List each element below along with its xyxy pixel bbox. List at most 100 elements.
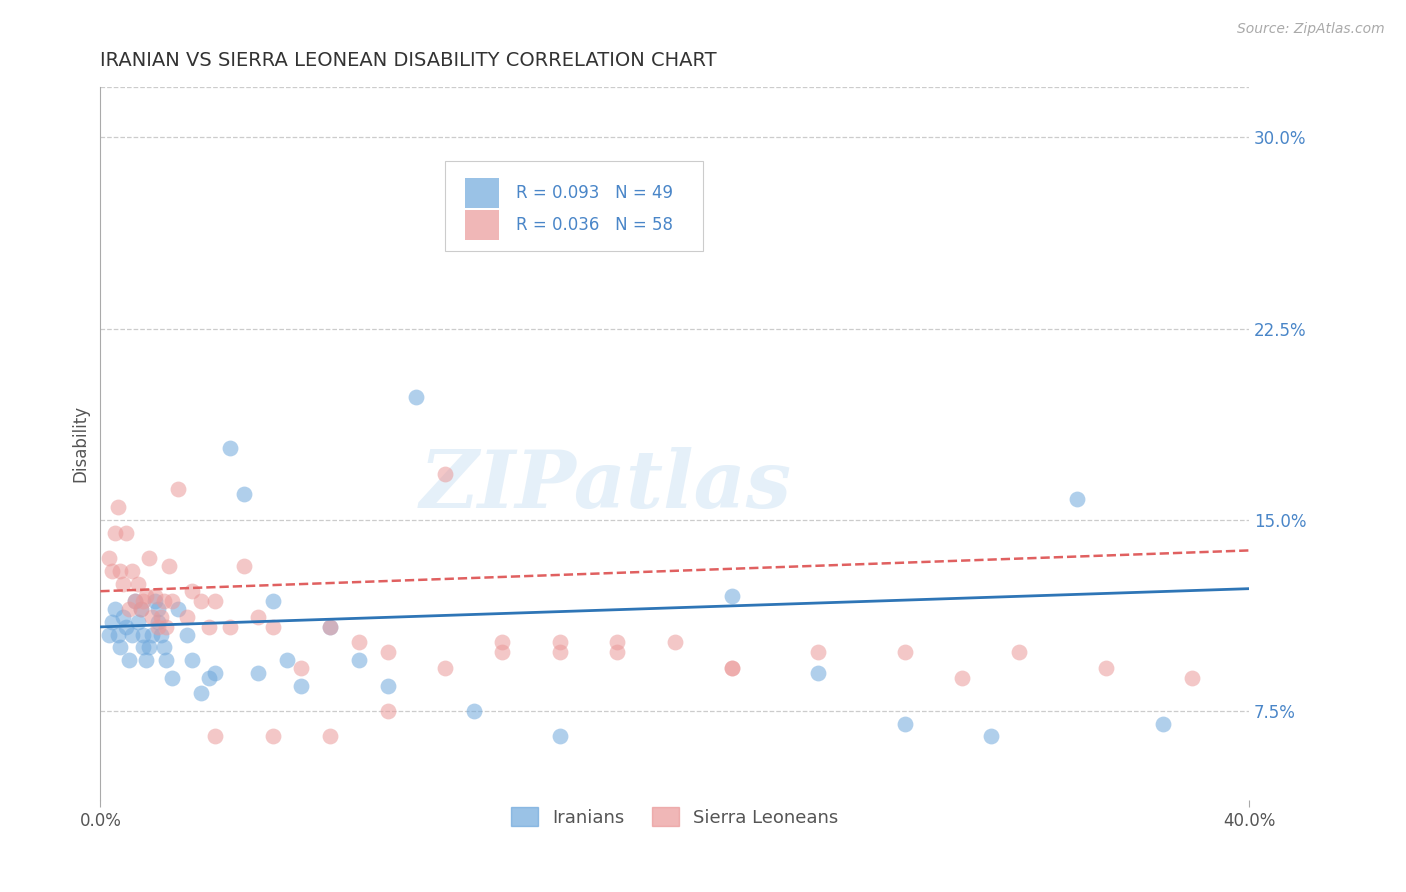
Point <box>491 645 513 659</box>
Y-axis label: Disability: Disability <box>72 405 89 482</box>
Point <box>112 609 135 624</box>
Point <box>135 653 157 667</box>
Point <box>1008 645 1031 659</box>
Point <box>218 442 240 456</box>
Point <box>181 584 204 599</box>
Point <box>107 627 129 641</box>
Point <box>110 564 132 578</box>
Point <box>160 594 183 608</box>
Point <box>118 653 141 667</box>
Point <box>149 627 172 641</box>
Point <box>167 602 190 616</box>
Point <box>664 635 686 649</box>
Point <box>141 609 163 624</box>
Point <box>347 653 370 667</box>
Point <box>433 467 456 481</box>
Point <box>721 589 744 603</box>
Point <box>107 500 129 514</box>
Point <box>262 620 284 634</box>
Point <box>893 716 915 731</box>
Point <box>146 615 169 629</box>
Point <box>127 576 149 591</box>
Point <box>98 551 121 566</box>
Point <box>218 620 240 634</box>
Point <box>980 730 1002 744</box>
Point <box>115 525 138 540</box>
Point <box>132 627 155 641</box>
Point <box>101 615 124 629</box>
Point <box>121 627 143 641</box>
Point <box>129 602 152 616</box>
Point <box>319 620 342 634</box>
Point <box>176 627 198 641</box>
Point <box>146 602 169 616</box>
Point <box>110 640 132 655</box>
Point <box>135 589 157 603</box>
Point <box>262 730 284 744</box>
Point <box>247 665 270 680</box>
Point <box>129 602 152 616</box>
Point <box>149 609 172 624</box>
Text: R = 0.036   N = 58: R = 0.036 N = 58 <box>516 216 673 234</box>
Point <box>198 620 221 634</box>
Legend: Iranians, Sierra Leoneans: Iranians, Sierra Leoneans <box>503 800 846 834</box>
Point <box>157 558 180 573</box>
Point <box>233 487 256 501</box>
Point <box>319 730 342 744</box>
Point <box>155 653 177 667</box>
Text: Source: ZipAtlas.com: Source: ZipAtlas.com <box>1237 22 1385 37</box>
Point <box>721 661 744 675</box>
Point <box>160 671 183 685</box>
Point <box>104 525 127 540</box>
Point <box>124 594 146 608</box>
Point <box>121 564 143 578</box>
Point <box>721 661 744 675</box>
Point <box>146 620 169 634</box>
Point <box>290 679 312 693</box>
Point <box>181 653 204 667</box>
Point <box>548 645 571 659</box>
Bar <box>464 210 499 240</box>
Point <box>347 635 370 649</box>
Point <box>893 645 915 659</box>
Point <box>138 551 160 566</box>
Point <box>143 589 166 603</box>
Point <box>262 594 284 608</box>
Point <box>319 620 342 634</box>
Point <box>115 620 138 634</box>
Point <box>377 645 399 659</box>
Point <box>141 627 163 641</box>
Point <box>98 627 121 641</box>
Point <box>807 645 830 659</box>
Point <box>198 671 221 685</box>
Bar <box>464 178 499 208</box>
Point <box>247 609 270 624</box>
Point <box>1181 671 1204 685</box>
Point <box>664 169 686 183</box>
Point <box>807 665 830 680</box>
Point <box>606 635 628 649</box>
Point <box>127 615 149 629</box>
Point <box>1066 492 1088 507</box>
Point <box>118 602 141 616</box>
Point <box>204 730 226 744</box>
Point <box>377 704 399 718</box>
Point <box>548 635 571 649</box>
Point <box>132 594 155 608</box>
Point <box>606 645 628 659</box>
Point <box>112 576 135 591</box>
Point <box>176 609 198 624</box>
Point <box>152 594 174 608</box>
Point <box>155 620 177 634</box>
Point <box>104 602 127 616</box>
Point <box>491 635 513 649</box>
Point <box>405 391 427 405</box>
Point <box>548 730 571 744</box>
Point <box>101 564 124 578</box>
Point <box>167 482 190 496</box>
FancyBboxPatch shape <box>444 161 703 251</box>
Point <box>276 653 298 667</box>
Text: ZIPatlas: ZIPatlas <box>420 448 792 524</box>
Point <box>132 640 155 655</box>
Point <box>233 558 256 573</box>
